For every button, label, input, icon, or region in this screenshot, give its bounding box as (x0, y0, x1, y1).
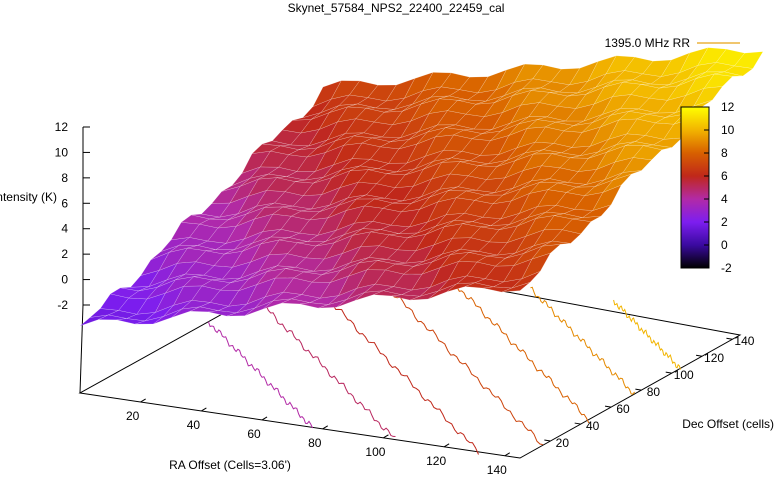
colorbar-tick-label: 6 (721, 169, 728, 183)
ra-tick-label: 140 (487, 463, 507, 477)
colorbar-tick-label: 12 (721, 100, 735, 114)
contour-line (254, 297, 396, 437)
colorbar-tick-label: 2 (721, 215, 728, 229)
legend-label: 1395.0 MHz RR (605, 36, 691, 50)
colorbar: 12 10 8 6 4 2 0 -2 (680, 100, 735, 275)
ra-tick-mark (443, 443, 450, 448)
ra-tick-label: 40 (187, 418, 201, 432)
ra-tick-mark (201, 407, 207, 412)
dec-tick-label: 80 (647, 385, 661, 399)
contour-line (530, 286, 635, 395)
contour-line (613, 299, 681, 370)
contour-line (207, 321, 313, 429)
dec-tick-mark (726, 337, 733, 340)
z-tick-label: 8 (61, 171, 68, 185)
colorbar-tick-label: 0 (721, 238, 728, 252)
dec-tick-mark (695, 354, 703, 357)
dec-tick-label: 60 (616, 402, 630, 416)
dec-tick-label: 120 (704, 351, 724, 365)
colorbar-tick-label: 4 (721, 192, 728, 206)
surface-cell (734, 51, 764, 69)
colorbar-gradient (680, 106, 710, 269)
dec-tick-mark (574, 422, 581, 425)
z-tick-label: 12 (55, 120, 69, 134)
intensity-surface (79, 47, 764, 327)
z-axis: 12 10 8 6 4 2 0 -2 (55, 120, 90, 394)
ra-tick-mark (504, 452, 511, 457)
ra-tick-label: 120 (426, 454, 446, 468)
dec-tick-label: 140 (734, 334, 754, 348)
dec-tick-label: 20 (556, 436, 570, 450)
z-tick-label: 6 (61, 196, 68, 210)
colorbar-tick-label: 10 (721, 123, 735, 137)
ra-axis-ticks: 20 40 60 80 100 120 140 (126, 398, 511, 477)
x-axis-label: RA Offset (Cells=3.06') (169, 458, 291, 472)
contour-line (364, 263, 544, 446)
colorbar-tick-label: -2 (721, 261, 732, 275)
dec-axis-ticks: 20 40 60 80 100 120 140 (544, 334, 755, 450)
z-axis-label: Intensity (K) (0, 190, 57, 204)
y-axis-label: Dec Offset (cells) (682, 417, 774, 431)
chart-title: Skynet_57584_NPS2_22400_22459_cal (288, 1, 505, 15)
ra-tick-label: 80 (308, 436, 322, 450)
ra-tick-mark (261, 416, 268, 421)
z-tick-label: 2 (61, 247, 68, 261)
z-tick-label: 0 (61, 273, 68, 287)
ra-tick-label: 100 (365, 445, 385, 459)
ra-tick-mark (322, 425, 329, 430)
dec-tick-mark (544, 439, 551, 442)
contour-line (447, 274, 590, 424)
z-axis-base-edge (79, 304, 84, 394)
dec-tick-label: 40 (586, 419, 600, 433)
ra-tick-mark (383, 434, 389, 439)
dec-tick-mark (604, 405, 612, 408)
z-tick-label: 4 (61, 222, 68, 236)
ra-tick-label: 60 (247, 427, 261, 441)
dec-tick-mark (635, 388, 642, 391)
z-tick-label: -2 (57, 298, 68, 312)
colorbar-tick-label: 8 (721, 146, 728, 160)
dec-tick-label: 100 (674, 368, 694, 382)
z-tick-label: 10 (55, 145, 69, 159)
ra-tick-mark (140, 398, 146, 403)
dec-tick-mark (665, 371, 672, 374)
ra-tick-label: 20 (126, 409, 140, 423)
